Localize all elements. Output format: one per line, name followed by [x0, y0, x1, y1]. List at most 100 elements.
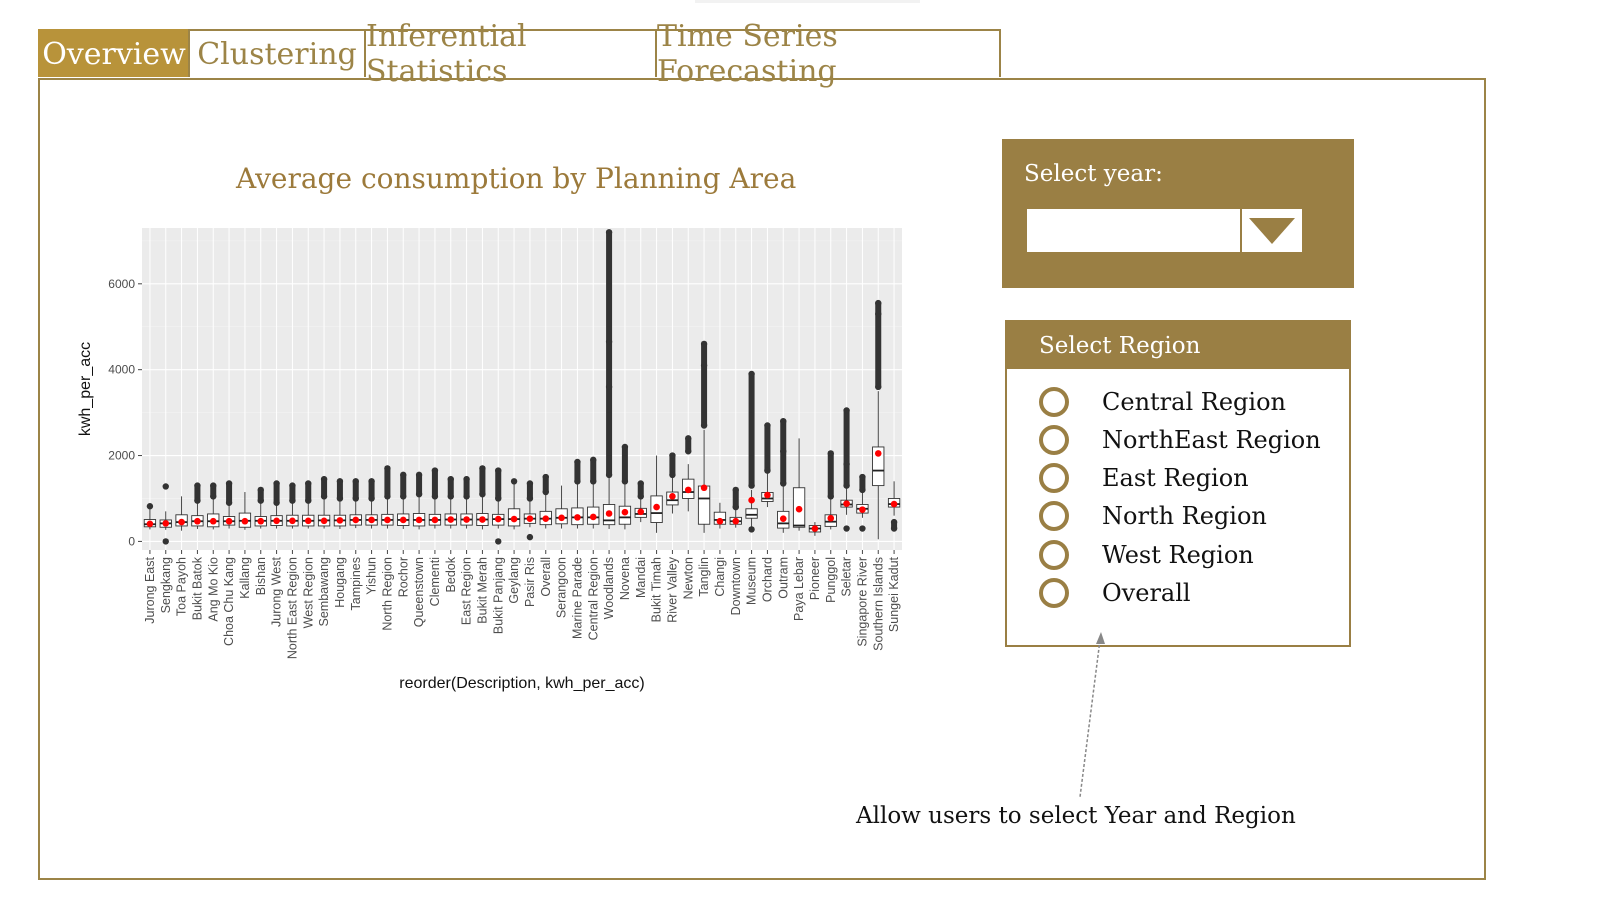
mean-point — [764, 491, 771, 499]
mean-point — [336, 517, 344, 524]
mean-point — [574, 514, 581, 521]
year-select-box: Select year: — [1002, 139, 1354, 288]
outlier-point — [447, 475, 454, 483]
x-tick-label: Bukit Panjang — [491, 557, 505, 634]
outlier-point — [225, 499, 233, 506]
outlier-point — [859, 525, 866, 532]
mean-point — [653, 503, 660, 511]
outlier-point — [463, 475, 470, 483]
outlier-point — [748, 370, 755, 378]
x-tick-label: Southern Islands — [871, 557, 885, 651]
outlier-point — [780, 480, 787, 487]
outlier-point — [621, 443, 629, 451]
mean-point — [320, 517, 328, 525]
region-option-label: Central Region — [1102, 388, 1286, 416]
mean-point — [558, 514, 565, 522]
outlier-point — [463, 493, 470, 500]
y-tick-label: 0 — [128, 534, 135, 548]
outlier-point — [764, 422, 771, 429]
outlier-point — [336, 478, 344, 485]
outlier-point — [700, 362, 708, 369]
mean-point — [700, 484, 708, 492]
radio-button[interactable] — [1039, 425, 1069, 455]
year-dropdown-input[interactable] — [1027, 209, 1240, 252]
x-tick-label: Geylang — [507, 557, 521, 604]
tab-overview[interactable]: Overview — [38, 29, 190, 77]
region-select-box: Select Region Central Region NorthEast R… — [1005, 320, 1351, 647]
outlier-point — [574, 478, 581, 485]
outlier-point — [431, 467, 439, 474]
outlier-point — [336, 495, 344, 502]
caret-down-icon — [1249, 217, 1295, 244]
mean-point — [890, 500, 898, 508]
region-option-west[interactable]: West Region — [1039, 538, 1254, 572]
outlier-point — [685, 435, 692, 442]
x-tick-label: Rochor — [396, 557, 410, 597]
outlier-point — [542, 473, 549, 481]
region-option-northeast[interactable]: NorthEast Region — [1039, 423, 1321, 457]
outlier-point — [510, 478, 518, 485]
region-option-central[interactable]: Central Region — [1039, 385, 1286, 419]
x-tick-label: Singapore River — [855, 557, 869, 647]
radio-button[interactable] — [1039, 501, 1069, 531]
tab-clustering[interactable]: Clustering — [188, 29, 366, 77]
x-tick-label: Seletar — [840, 557, 854, 597]
top-decoration-line — [695, 0, 920, 3]
outlier-point — [542, 488, 549, 496]
outlier-point — [384, 465, 391, 472]
outlier-point — [700, 422, 708, 429]
outlier-point — [669, 471, 676, 479]
outlier-point — [859, 486, 866, 494]
outlier-point — [415, 471, 423, 479]
x-tick-label: Central Region — [586, 557, 600, 640]
outlier-point — [495, 467, 502, 474]
outlier-point — [605, 338, 613, 345]
tab-time-series-forecasting[interactable]: Time Series Forecasting — [655, 19, 1001, 89]
mean-point — [241, 517, 249, 525]
mean-point — [289, 517, 296, 525]
outlier-point — [875, 383, 882, 391]
outlier-point — [526, 480, 534, 487]
year-select-label: Select year: — [1024, 161, 1163, 187]
x-tick-label: Bedok — [444, 556, 458, 592]
region-option-label: East Region — [1102, 464, 1249, 492]
mean-point — [479, 516, 486, 523]
outlier-point — [526, 533, 534, 541]
mean-point — [684, 486, 692, 494]
outlier-point — [400, 471, 407, 479]
mean-point — [859, 506, 866, 513]
outlier-point — [605, 383, 613, 391]
mean-point — [447, 516, 455, 523]
chart-title: Average consumption by Planning Area — [236, 162, 797, 195]
x-tick-label: East Region — [460, 557, 474, 625]
x-tick-label: Clementi — [428, 557, 442, 606]
mean-point — [209, 517, 217, 525]
x-tick-label: Marine Parade — [570, 557, 584, 639]
outlier-point — [669, 452, 676, 459]
outlier-point — [431, 493, 439, 500]
box — [872, 446, 885, 487]
x-tick-label: Choa Chu Kang — [222, 557, 236, 646]
tab-inferential-statistics[interactable]: Inferential Statistics — [364, 19, 657, 89]
region-option-label: Overall — [1102, 579, 1191, 607]
region-option-label: North Region — [1102, 502, 1267, 530]
outlier-point — [875, 310, 882, 318]
radio-button[interactable] — [1039, 387, 1069, 417]
radio-button[interactable] — [1039, 578, 1069, 608]
box — [697, 485, 711, 525]
mean-point — [494, 515, 502, 523]
region-option-overall[interactable]: Overall — [1039, 576, 1191, 610]
outlier-point — [400, 493, 407, 500]
x-tick-label: Serangoon — [555, 557, 569, 618]
mean-point — [811, 525, 819, 532]
x-tick-label: Ang Mo Kio — [206, 557, 220, 622]
mean-point — [304, 517, 312, 525]
outlier-point — [700, 340, 708, 348]
radio-button[interactable] — [1039, 463, 1069, 493]
region-option-east[interactable]: East Region — [1039, 461, 1249, 495]
outlier-point — [780, 418, 787, 425]
outlier-point — [827, 493, 834, 500]
region-option-north[interactable]: North Region — [1039, 499, 1267, 533]
radio-button[interactable] — [1039, 540, 1069, 570]
year-dropdown-button[interactable] — [1242, 209, 1302, 252]
